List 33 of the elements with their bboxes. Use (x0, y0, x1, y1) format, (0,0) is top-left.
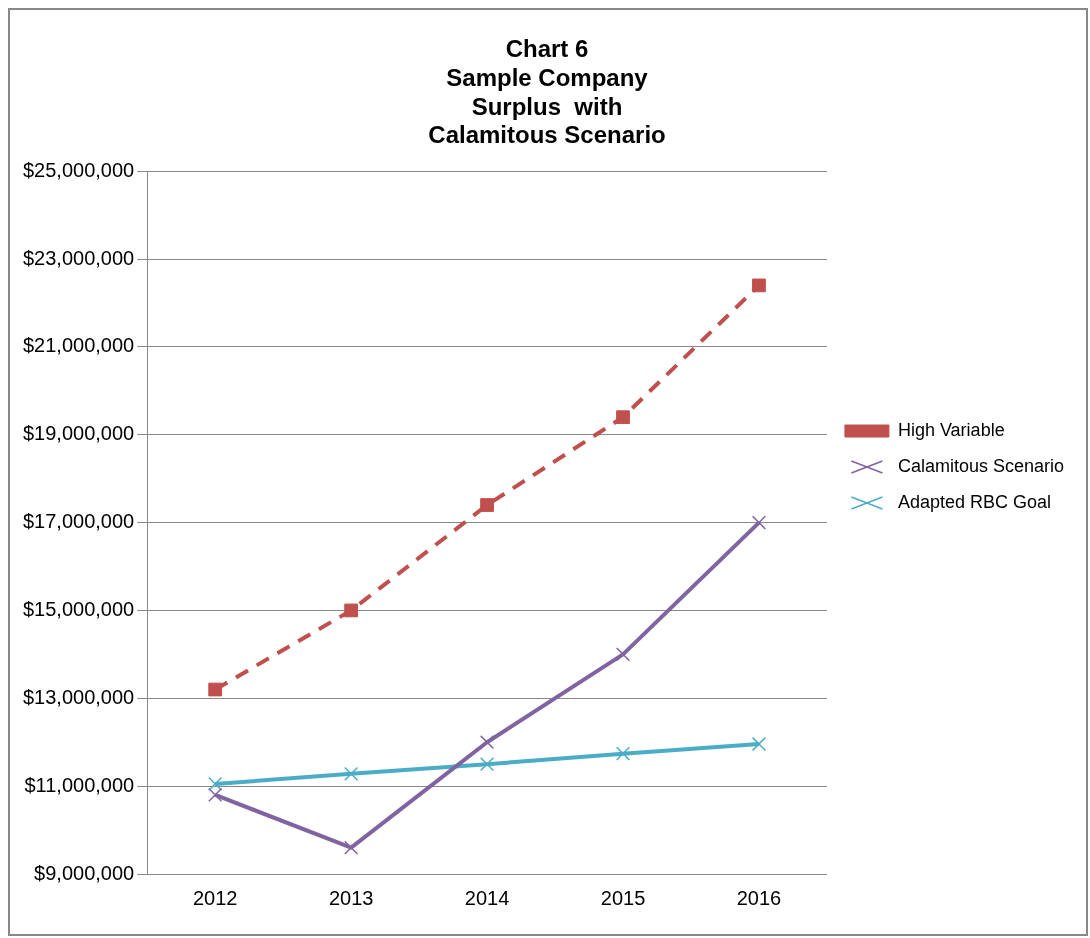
point (479, 757, 495, 772)
point (751, 515, 767, 530)
point (479, 735, 495, 750)
point (615, 746, 631, 761)
y-tick-label: $21,000,000 (22, 334, 135, 357)
y-tick-label: $9,000,000 (34, 861, 135, 884)
x-tick-label: 2016 (736, 886, 782, 909)
chart-title: Chart 6 Sample Company Surplus with Calamitous Scenario (428, 35, 666, 149)
point (480, 498, 494, 512)
x-tick-label: 2013 (328, 886, 374, 909)
point (344, 603, 358, 618)
x-tick-label: 2012 (192, 886, 238, 909)
point (208, 787, 223, 803)
legend-label: Adapted RBC Goal (897, 491, 1052, 512)
legend-label: High Variable (897, 419, 1005, 440)
y-tick-label: $25,000,000 (22, 158, 135, 181)
point (751, 736, 767, 752)
point (208, 682, 223, 697)
y-tick-label: $23,000,000 (22, 246, 135, 269)
point (344, 840, 359, 855)
point (615, 647, 631, 662)
point (344, 766, 359, 781)
legend-label: Calamitous Scenario (897, 455, 1064, 476)
x-tick-label: 2014 (464, 886, 510, 909)
point (752, 278, 766, 293)
y-tick-label: $11,000,000 (24, 773, 135, 796)
y-tick-label: $15,000,000 (22, 597, 135, 620)
y-tick-label: $13,000,000 (22, 685, 135, 708)
y-tick-label: $17,000,000 (22, 510, 135, 533)
point (208, 776, 223, 792)
x-tick-label: 2015 (600, 886, 646, 909)
point (616, 410, 630, 425)
y-tick-label: $19,000,000 (22, 422, 135, 445)
